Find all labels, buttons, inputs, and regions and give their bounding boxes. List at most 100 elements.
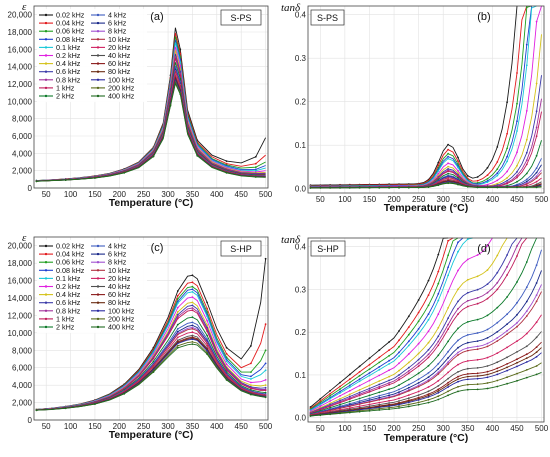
data-point <box>535 110 538 113</box>
data-point <box>152 360 155 363</box>
data-point <box>535 321 538 324</box>
legend-marker <box>44 54 48 57</box>
y-tick-label: 0.4 <box>295 11 307 20</box>
data-point <box>486 376 489 379</box>
data-point <box>535 264 538 266</box>
data-point <box>496 367 499 370</box>
x-tick-label: 200 <box>113 190 127 199</box>
data-point <box>264 257 267 260</box>
data-point <box>152 357 155 360</box>
data-point <box>319 186 322 189</box>
data-point <box>437 172 440 175</box>
legend-item: 20 kHz <box>91 274 131 283</box>
legend-marker <box>96 30 100 33</box>
data-point <box>176 336 179 339</box>
data-point <box>348 186 351 189</box>
data-point <box>506 179 508 182</box>
data-point <box>447 274 449 277</box>
data-point <box>388 363 390 365</box>
data-point <box>368 405 371 407</box>
data-point <box>496 379 499 382</box>
y-tick-label: 4,000 <box>12 149 33 158</box>
data-point <box>417 390 420 393</box>
legend-marker <box>44 70 48 73</box>
sample-box <box>220 240 262 257</box>
data-point <box>206 338 209 340</box>
data-point <box>398 369 400 372</box>
data-point <box>378 361 381 364</box>
data-point <box>525 345 528 348</box>
data-point <box>525 180 528 183</box>
data-point <box>525 183 528 186</box>
data-point <box>466 341 469 344</box>
data-point <box>427 398 430 401</box>
data-point <box>466 278 469 281</box>
x-axis-label: Temperature (°C) <box>109 429 194 441</box>
data-point <box>457 385 459 388</box>
y-tick-label: 12,000 <box>8 311 33 320</box>
legend-item: 400 kHz <box>91 323 135 332</box>
legend-label: 0.08 kHz <box>56 35 85 44</box>
x-tick-label: 500 <box>259 422 273 431</box>
data-point <box>496 321 499 324</box>
data-point <box>437 161 440 164</box>
data-point <box>496 370 499 373</box>
legend-label: 10 kHz <box>108 266 131 275</box>
x-tick-label: 250 <box>137 190 151 199</box>
data-point <box>486 342 489 345</box>
data-point <box>457 172 459 175</box>
legend-label: 0.02 kHz <box>56 11 85 20</box>
data-point <box>476 179 479 182</box>
plot-frame <box>307 5 545 194</box>
data-point <box>427 341 430 344</box>
data-point <box>457 288 459 291</box>
data-point <box>427 379 430 381</box>
legend-item: 0.2 kHz <box>39 282 81 291</box>
y-tick-label: 0.1 <box>295 141 307 150</box>
legend-marker <box>44 301 48 304</box>
data-point <box>476 340 479 342</box>
legend-label: 4 kHz <box>108 242 127 251</box>
data-point <box>506 382 508 385</box>
data-point <box>169 104 172 107</box>
legend-label: 1 kHz <box>56 314 75 323</box>
data-point <box>427 186 430 189</box>
legend-label: 0.2 kHz <box>56 282 81 291</box>
data-point <box>388 369 390 372</box>
data-point <box>447 168 449 170</box>
data-point <box>398 397 400 400</box>
data-point <box>206 334 209 337</box>
data-point <box>358 384 361 387</box>
data-point <box>378 368 381 371</box>
data-point <box>64 407 67 410</box>
x-tick-label: 400 <box>210 422 224 431</box>
legend-item: 40 kHz <box>91 282 131 291</box>
data-point <box>516 102 518 105</box>
data-point <box>176 328 179 330</box>
data-point <box>388 405 390 408</box>
legend-item: 40 kHz <box>91 51 131 60</box>
data-point <box>447 371 449 374</box>
data-point <box>427 394 430 397</box>
legend-label: 100 kHz <box>108 75 135 84</box>
data-point <box>368 363 371 366</box>
data-point <box>535 135 538 138</box>
data-point <box>447 390 449 393</box>
data-point <box>496 172 499 175</box>
data-point <box>378 406 381 409</box>
data-point <box>525 163 528 166</box>
data-point <box>535 171 538 174</box>
data-point <box>476 318 479 321</box>
legend-item: 0.1 kHz <box>39 274 81 283</box>
legend-marker <box>44 38 48 41</box>
data-point <box>417 365 420 367</box>
data-point <box>152 371 155 373</box>
legend-item: 10 kHz <box>91 266 131 275</box>
data-point <box>388 354 390 357</box>
data-point <box>398 388 400 391</box>
data-point <box>525 172 528 175</box>
panel-label: (d) <box>477 243 490 255</box>
data-point <box>486 382 489 384</box>
legend-item: 0.4 kHz <box>39 290 81 299</box>
legend-marker <box>44 277 48 280</box>
